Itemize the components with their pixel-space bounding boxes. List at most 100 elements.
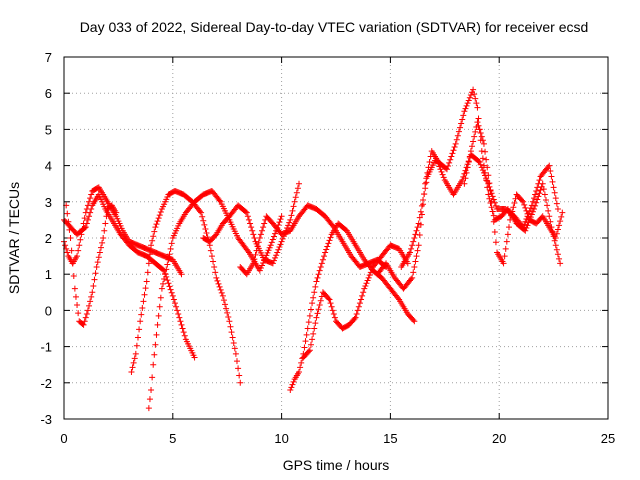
data-point (327, 300, 334, 307)
data-point (409, 242, 416, 249)
data-point (488, 198, 495, 205)
data-point (175, 311, 182, 318)
data-point (81, 318, 88, 325)
data-point (527, 205, 534, 212)
data-point (360, 289, 367, 296)
data-point (439, 171, 446, 178)
data-point (448, 153, 455, 160)
data-point (81, 215, 88, 222)
data-point (418, 202, 425, 209)
data-point (408, 245, 415, 252)
data-point (331, 314, 338, 321)
data-point (417, 208, 424, 215)
data-point (313, 314, 320, 321)
series-track-3 (63, 202, 120, 328)
data-point (314, 310, 321, 317)
data-point (537, 187, 544, 194)
data-point (489, 208, 496, 215)
x-tick-label: 15 (383, 431, 397, 446)
data-point (440, 174, 447, 181)
data-point (549, 178, 556, 185)
y-tick-label: 3 (45, 195, 52, 210)
data-point (309, 300, 316, 307)
data-point (545, 207, 552, 214)
data-point (269, 260, 276, 267)
data-point (75, 310, 82, 317)
data-point (356, 300, 363, 307)
data-point (77, 236, 84, 243)
data-point (142, 285, 149, 292)
data-point (156, 212, 163, 219)
data-point (312, 283, 319, 290)
data-point (323, 246, 330, 253)
data-point (252, 251, 259, 258)
data-point (84, 307, 91, 314)
data-point (274, 249, 281, 256)
data-point (249, 227, 256, 234)
data-point (469, 143, 475, 150)
x-tick-label: 10 (274, 431, 288, 446)
data-point (411, 263, 418, 270)
data-point (223, 305, 230, 312)
data-point (558, 213, 565, 220)
data-point (208, 253, 215, 260)
data-point (264, 249, 271, 256)
data-point (214, 277, 221, 284)
data-point (170, 296, 177, 303)
data-point (178, 321, 185, 328)
data-point (317, 263, 324, 270)
data-point (328, 303, 335, 310)
data-point (415, 242, 422, 249)
data-point (472, 95, 479, 102)
data-point (257, 265, 264, 272)
data-point (410, 317, 417, 324)
data-point (368, 266, 375, 273)
data-point (82, 209, 89, 216)
data-point (82, 224, 89, 231)
data-point (66, 226, 73, 233)
data-point (420, 196, 427, 203)
data-point (410, 238, 417, 245)
data-point (414, 224, 421, 231)
data-point (411, 235, 418, 241)
data-point (236, 372, 243, 379)
grid-lines (64, 57, 608, 419)
data-point (519, 197, 526, 204)
data-point (155, 215, 162, 222)
data-point (86, 198, 93, 205)
data-point (278, 238, 285, 245)
data-point (143, 278, 150, 285)
data-point (437, 166, 444, 173)
data-point (520, 224, 527, 231)
data-point (256, 235, 263, 241)
data-point (536, 190, 543, 197)
data-point (557, 218, 564, 225)
data-point (410, 269, 417, 276)
data-point (156, 303, 163, 310)
data-point (157, 209, 164, 216)
data-point (298, 359, 305, 366)
data-point (276, 219, 283, 226)
data-point (471, 133, 478, 140)
data-point (395, 295, 402, 302)
data-point (197, 208, 203, 215)
data-point (522, 204, 529, 211)
data-point (255, 239, 262, 246)
data-point (524, 210, 531, 217)
data-point (508, 212, 515, 219)
data-point (475, 158, 482, 165)
data-point (235, 365, 242, 372)
data-point (287, 216, 294, 223)
data-point (438, 168, 445, 175)
data-point (70, 273, 77, 280)
data-point (291, 198, 298, 205)
data-point (529, 198, 536, 205)
data-point (550, 184, 557, 191)
data-point (520, 198, 527, 205)
data-point (74, 253, 81, 260)
data-point (507, 216, 514, 223)
data-point (447, 156, 454, 163)
data-point (75, 247, 82, 254)
data-point (314, 274, 321, 281)
